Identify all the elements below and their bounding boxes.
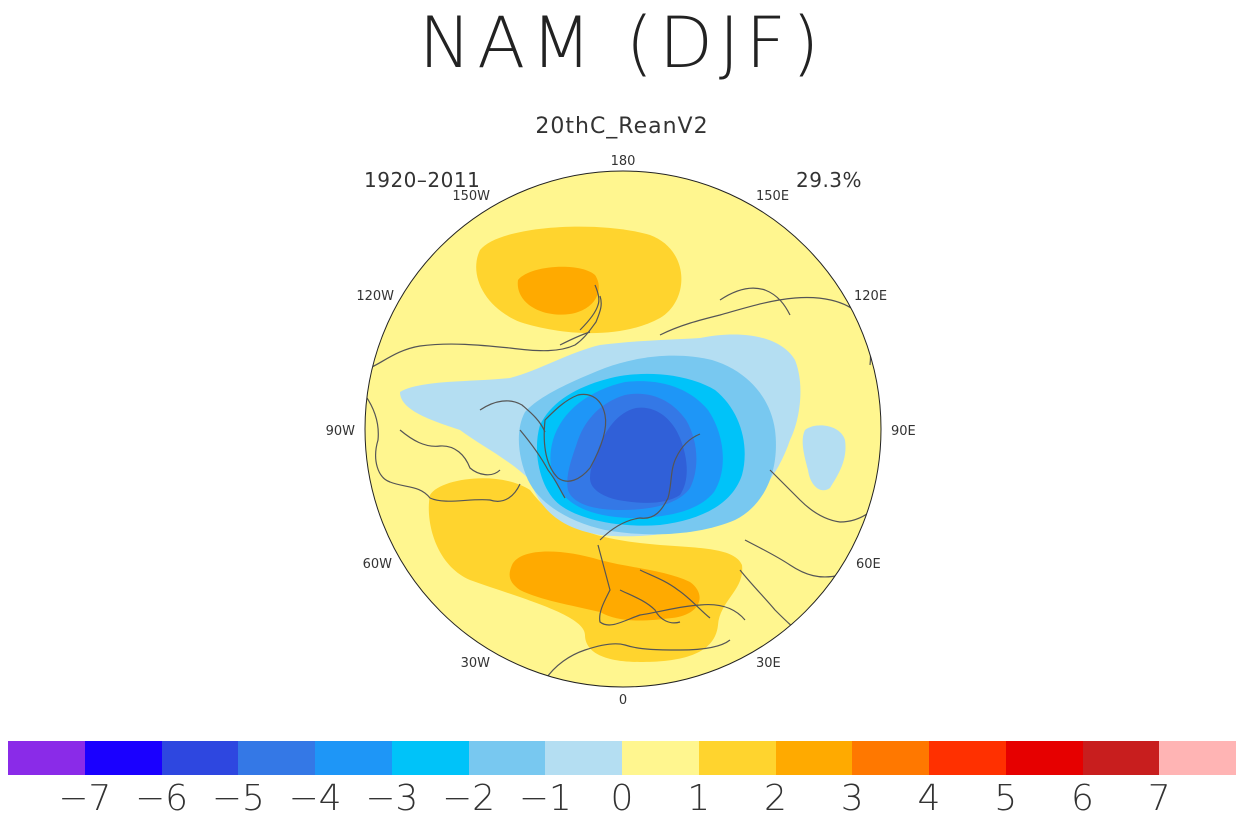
colorbar-tick-label: −1 bbox=[518, 778, 572, 819]
colorbar-segment-3 bbox=[238, 741, 315, 775]
map-boundary bbox=[364, 170, 882, 688]
colorbar-tick-label: −4 bbox=[288, 778, 342, 819]
colorbar-tick-label: 2 bbox=[764, 778, 787, 819]
lon-label-180: 180 bbox=[611, 154, 636, 169]
dataset-subtitle: 20thC_ReanV2 bbox=[535, 114, 709, 139]
colorbar-segment-4 bbox=[315, 741, 392, 775]
colorbar-segment-5 bbox=[391, 741, 469, 775]
colorbar-segment-12 bbox=[929, 741, 1006, 775]
lon-label-120e: 120E bbox=[854, 289, 887, 304]
colorbar-tick-label: 6 bbox=[1071, 778, 1094, 819]
coastlines bbox=[365, 284, 879, 681]
negative-level-1-island bbox=[802, 425, 846, 491]
lon-label-120w: 120W bbox=[356, 289, 394, 304]
colorbar-segment-11 bbox=[852, 741, 929, 775]
lon-label-60e: 60E bbox=[856, 557, 881, 572]
lon-label-90w: 90W bbox=[326, 424, 356, 439]
colorbar-tick-label: 5 bbox=[994, 778, 1018, 819]
colorbar-tick-label: 0 bbox=[610, 778, 634, 819]
polar-map: 180 0 90W 90E 150W 150E 120W 120E 60W 60… bbox=[326, 154, 916, 708]
variance-label: 29.3% bbox=[796, 168, 863, 192]
negative-level-6 bbox=[590, 407, 687, 503]
map-title: NAM (DJF) bbox=[418, 2, 826, 84]
colorbar-tick-label: 3 bbox=[840, 778, 864, 819]
colorbar-tick-label: −2 bbox=[441, 778, 496, 819]
colorbar-segment-2 bbox=[161, 741, 239, 775]
period-label: 1920–2011 bbox=[364, 168, 481, 192]
colorbar-tick-label: −7 bbox=[58, 778, 112, 819]
lon-label-150w: 150W bbox=[452, 189, 490, 204]
lon-label-90e: 90E bbox=[891, 424, 916, 439]
colorbar-segment-7 bbox=[545, 741, 622, 775]
colorbar-tick-label: 4 bbox=[917, 778, 941, 819]
lon-label-60w: 60W bbox=[363, 557, 393, 572]
lon-label-30e: 30E bbox=[756, 656, 781, 671]
colorbar-segment-8 bbox=[622, 741, 699, 775]
lon-label-30w: 30W bbox=[461, 656, 491, 671]
lon-label-150e: 150E bbox=[756, 189, 789, 204]
colorbar-segment-9 bbox=[698, 741, 776, 775]
positive-atlantic-inner bbox=[509, 551, 700, 621]
colorbar-segment-10 bbox=[775, 741, 853, 775]
colorbar-segment-6 bbox=[468, 741, 546, 775]
colorbar-segment-13 bbox=[1005, 741, 1083, 775]
colorbar-segment-15 bbox=[1159, 741, 1236, 775]
colorbar-tick-label: −6 bbox=[134, 778, 189, 819]
colorbar-tick-label: −3 bbox=[365, 778, 419, 819]
colorbar-segment-14 bbox=[1082, 741, 1160, 775]
colorbar-tick-label: 1 bbox=[687, 778, 711, 819]
colorbar-segment-0 bbox=[8, 741, 85, 775]
colorbar-segment-1 bbox=[84, 741, 162, 775]
positive-pacific-inner bbox=[517, 266, 599, 315]
colorbar bbox=[8, 741, 1236, 775]
lon-label-0: 0 bbox=[619, 693, 627, 708]
colorbar-tick-label: −5 bbox=[211, 778, 265, 819]
colorbar-labels: −7 −6 −5 −4 −3 −2 −1 0 1 2 3 4 5 6 7 bbox=[0, 778, 1244, 822]
colorbar-tick-label: 7 bbox=[1147, 778, 1171, 819]
